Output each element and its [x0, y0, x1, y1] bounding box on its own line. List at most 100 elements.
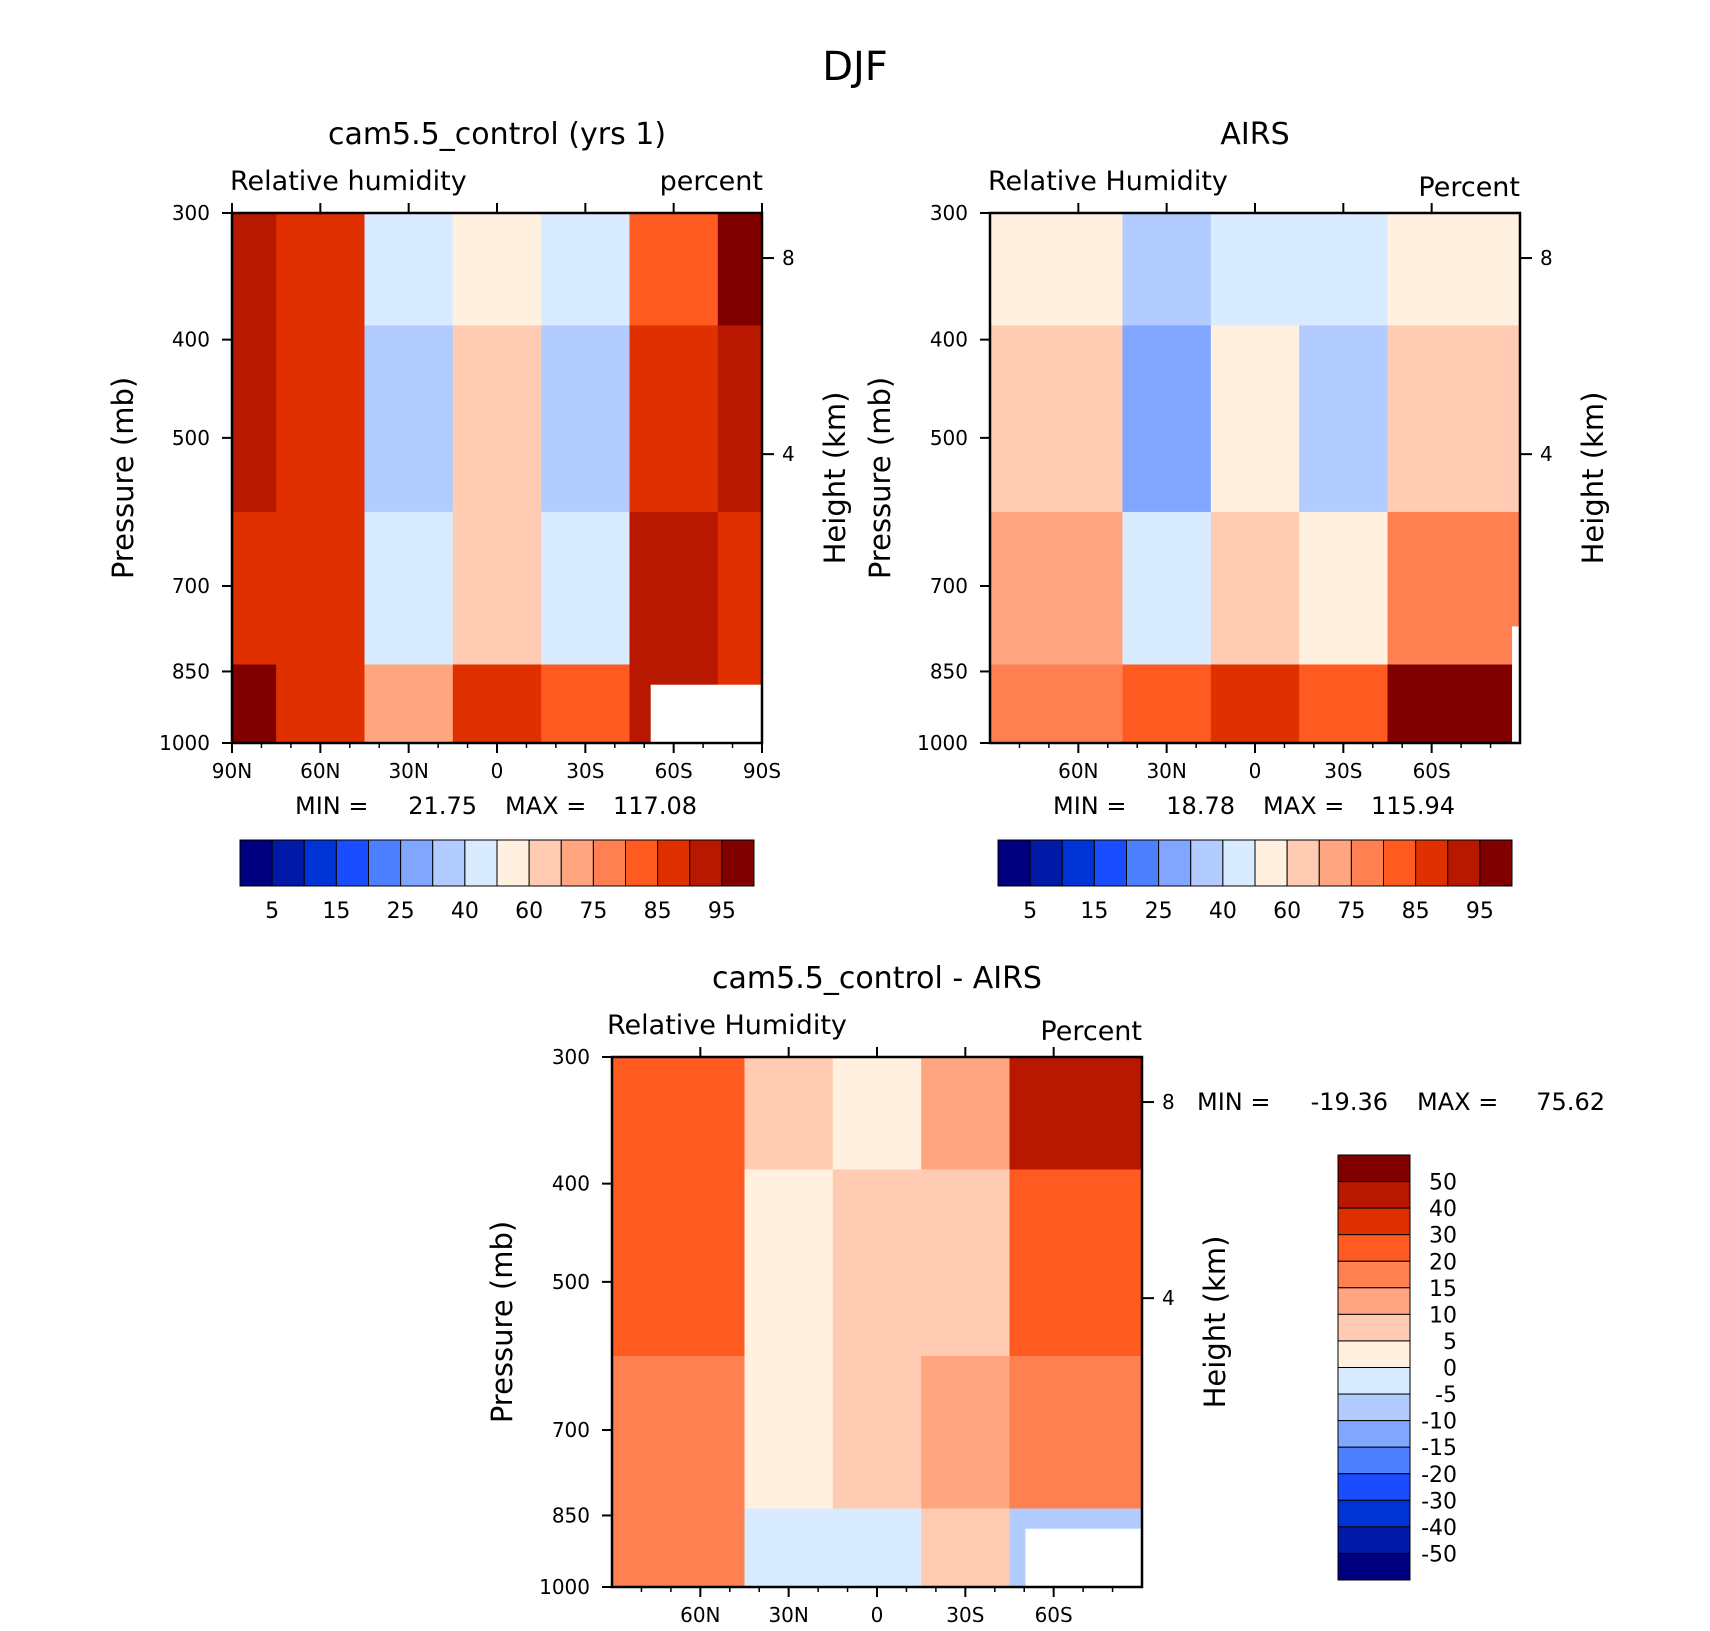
colorbar-label: 40: [1209, 899, 1237, 924]
colorbar-box: [592, 839, 626, 887]
field-cell: [990, 664, 1123, 744]
x-tick-label: 30S: [946, 1603, 984, 1627]
field-cell: [744, 1169, 834, 1357]
field-cell: [452, 664, 542, 744]
colorbar-box: [1337, 1181, 1411, 1209]
field-cell: [232, 511, 277, 665]
colorbar-box: [271, 839, 305, 887]
field-cell: [1210, 511, 1300, 665]
field-cell: [1210, 325, 1300, 513]
colorbar-label: 60: [515, 899, 543, 924]
field-cell: [629, 213, 719, 326]
panel-diff-x-ticks: 60N 30N 0 30S 60S: [640, 1047, 1114, 1627]
panel-model-max-label: MAX =: [505, 792, 586, 820]
field-cell: [541, 325, 630, 513]
x-tick-label: 60N: [300, 759, 340, 783]
panel-obs-ylabel: Pressure (mb): [863, 377, 897, 579]
x-tick-label: 30N: [388, 759, 428, 783]
panel-model-min-label: MIN =: [295, 792, 368, 820]
panel-obs-min-value: 18.78: [1166, 792, 1235, 820]
colorbar-box: [1337, 1420, 1411, 1448]
x-tick-label: 60S: [1035, 1603, 1073, 1627]
panel-obs-y-ticks: 300 400 500 700 850 1000: [917, 201, 990, 755]
colorbar-box: [1337, 1154, 1411, 1183]
field-cell: [276, 664, 365, 744]
colorbar-box: [560, 839, 594, 887]
panel-diff-min-label: MIN =: [1197, 1088, 1270, 1116]
colorbar-box: [496, 839, 530, 887]
x-tick-label: 0: [1249, 759, 1262, 783]
field-cell: [1387, 325, 1521, 513]
field-cell: [1122, 213, 1212, 326]
field-cell: [717, 511, 763, 665]
colorbar-label: 95: [1466, 899, 1494, 924]
field-cell: [541, 511, 630, 665]
colorbar-box: [1415, 839, 1449, 887]
colorbar-box: [1337, 1367, 1411, 1395]
panel-obs-title: AIRS: [1220, 117, 1289, 152]
colorbar-box: [1318, 839, 1352, 887]
panel-diff-max-value: 75.62: [1536, 1088, 1605, 1116]
panel-obs-x-ticks: 60N 30N 0 30S 60S: [1018, 203, 1492, 783]
y-tick-label: 400: [552, 1172, 590, 1196]
field-cell: [1299, 664, 1388, 744]
x-tick-label: 60S: [655, 759, 693, 783]
x-tick-label: 60N: [680, 1603, 720, 1627]
field-cell: [921, 1508, 1010, 1588]
panel-model-left-string: Relative humidity: [230, 166, 467, 197]
field-cell: [232, 664, 277, 744]
colorbar-label: 5: [1443, 1330, 1457, 1355]
panel-diff-ylabel: Pressure (mb): [485, 1221, 519, 1423]
panel-obs-max-value: 115.94: [1371, 792, 1455, 820]
field-cell: [452, 213, 542, 326]
panel-model-right-ticks: 84: [762, 246, 795, 466]
field-cell: [990, 325, 1123, 513]
colorbar-box: [1190, 839, 1224, 887]
panel-obs-field: [990, 213, 1521, 744]
colorbar-label: -10: [1421, 1410, 1457, 1435]
y-tick-label: 1000: [917, 731, 968, 755]
field-cell: [276, 325, 365, 513]
y-tick-label: 700: [930, 574, 968, 598]
field-cell: [629, 511, 719, 665]
panel-diff-min-value: -19.36: [1311, 1088, 1388, 1116]
panel-model-colorbar: 5 15 25 40 60 75 85 95: [239, 839, 755, 924]
panel-model: cam5.5_control (yrs 1) Relative humidity…: [106, 117, 852, 924]
x-tick-label: 30S: [566, 759, 604, 783]
colorbar-box: [1254, 839, 1288, 887]
colorbar-box: [625, 839, 659, 887]
figure-title: DJF: [822, 44, 888, 90]
field-cell: [232, 325, 277, 513]
panel-obs-left-string: Relative Humidity: [988, 166, 1228, 197]
field-cell: [1387, 213, 1521, 326]
field-cell: [612, 1057, 745, 1170]
colorbar-label: 15: [1080, 899, 1108, 924]
colorbar-box: [464, 839, 498, 887]
field-cell: [832, 1508, 922, 1588]
field-cell: [612, 1169, 745, 1357]
x-tick-label: 90N: [212, 759, 252, 783]
field-cell: [921, 1169, 1010, 1357]
y-tick-label: 400: [172, 328, 210, 352]
field-cell: [744, 1508, 834, 1588]
colorbar-label: 30: [1429, 1224, 1457, 1249]
colorbar-box: [1093, 839, 1127, 887]
colorbar-box: [239, 839, 273, 887]
panel-diff-field: [612, 1057, 1143, 1588]
colorbar-label: 25: [1145, 899, 1173, 924]
field-cell: [232, 213, 277, 326]
field-cell: [1009, 1057, 1143, 1170]
colorbar-box: [1337, 1287, 1411, 1315]
colorbar-label: 50: [1429, 1171, 1457, 1196]
colorbar-box: [1447, 839, 1481, 887]
colorbar-box: [657, 839, 691, 887]
colorbar-box: [1337, 1393, 1411, 1422]
panel-diff: cam5.5_control - AIRS Relative Humidity …: [485, 961, 1605, 1627]
colorbar-box: [721, 839, 755, 887]
colorbar-box: [1061, 839, 1095, 887]
panel-model-y-ticks: 300 400 500 700 850 1000: [159, 201, 232, 755]
y-tick-label: 850: [172, 659, 210, 683]
panel-obs-right-ticks: 84: [1520, 246, 1553, 466]
colorbar-label: 25: [387, 899, 415, 924]
